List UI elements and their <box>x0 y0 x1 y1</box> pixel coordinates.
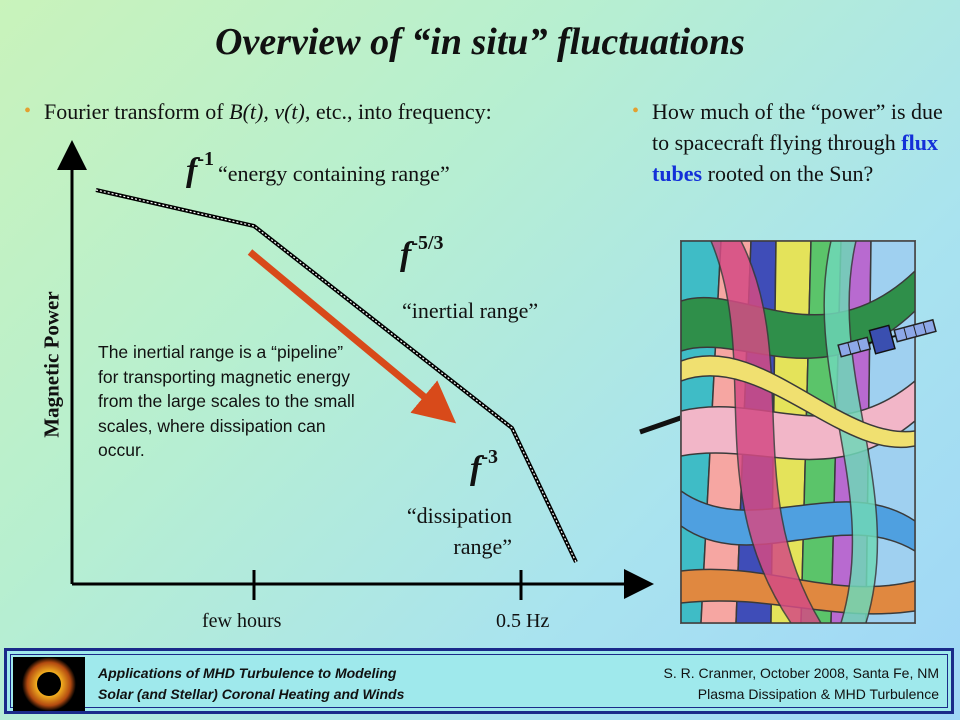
x-tick-label-few-hours: few hours <box>202 610 282 632</box>
eclipse-sun-drawing <box>13 657 85 711</box>
slide-title: Overview of “in situ” fluctuations <box>215 21 745 63</box>
footer-right-line1: S. R. Cranmer, October 2008, Santa Fe, N… <box>663 665 939 681</box>
segment-inertial-f: f <box>400 236 412 273</box>
bullet-fourier-prefix: Fourier transform of <box>44 99 230 124</box>
bullet-flux-after: rooted on the Sun? <box>702 161 874 186</box>
footer-course-title: Applications of MHD Turbulence to Modeli… <box>98 663 404 705</box>
segment-energy-exponent: -1 <box>197 148 214 170</box>
flux-tubes-drawing <box>681 241 915 623</box>
bullet-fourier-suffix: etc., into frequency: <box>310 99 492 124</box>
segment-dissipation-range-line2: range” <box>453 534 512 559</box>
energy-cascade-arrow <box>247 249 457 424</box>
segment-dissipation-f: f <box>470 450 482 487</box>
bullet-flux-tubes: • How much of the “power” is due to spac… <box>632 96 952 189</box>
eclipse-sun-icon <box>13 657 85 711</box>
segment-dissipation-range-line1: “dissipation <box>406 503 512 528</box>
slide-footer: Applications of MHD Turbulence to Modeli… <box>4 648 954 714</box>
x-tick-label-half-hz: 0.5 Hz <box>496 610 550 632</box>
segment-energy-f: f <box>186 152 198 189</box>
flux-tubes-highlight: flux tubes <box>652 130 938 186</box>
segment-inertial-exponent: -5/3 <box>411 232 444 254</box>
y-axis-label: Magnetic Power <box>39 291 64 438</box>
footer-left-line1: Applications of MHD Turbulence to Modeli… <box>98 665 397 681</box>
footer-inner-border <box>10 654 948 708</box>
segment-dissipation-exponent: -3 <box>481 446 498 468</box>
segment-dissipation-label: f-3 <box>470 446 498 488</box>
power-spectrum-curve-dots <box>95 189 577 563</box>
spacecraft-icon <box>837 318 937 358</box>
bullet-dot-icon: • <box>632 100 640 122</box>
footer-author-info: S. R. Cranmer, October 2008, Santa Fe, N… <box>664 663 939 705</box>
bullet-flux-before: How much of the “power” is due to spacec… <box>652 99 943 155</box>
bullet-dot-icon: • <box>24 100 32 122</box>
segment-inertial-label: f-5/3 <box>400 232 444 274</box>
inertial-range-note: The inertial range is a “pipeline” for t… <box>98 342 355 460</box>
segment-inertial-range: “inertial range” <box>402 298 539 323</box>
footer-right-line2: Plasma Dissipation & MHD Turbulence <box>697 686 939 702</box>
bullet-fourier: • Fourier transform of B(t), v(t), etc.,… <box>24 96 614 127</box>
segment-energy-label: f-1 “energy containing range” <box>186 148 450 190</box>
bullet-fourier-vars: B(t), v(t), <box>229 99 311 124</box>
footer-left-line2: Solar (and Stellar) Coronal Heating and … <box>98 686 405 702</box>
flux-tubes-illustration <box>680 240 916 624</box>
segment-energy-range: “energy containing range” <box>218 161 450 186</box>
segment-dissipation-range: “dissipation range” <box>380 500 512 562</box>
